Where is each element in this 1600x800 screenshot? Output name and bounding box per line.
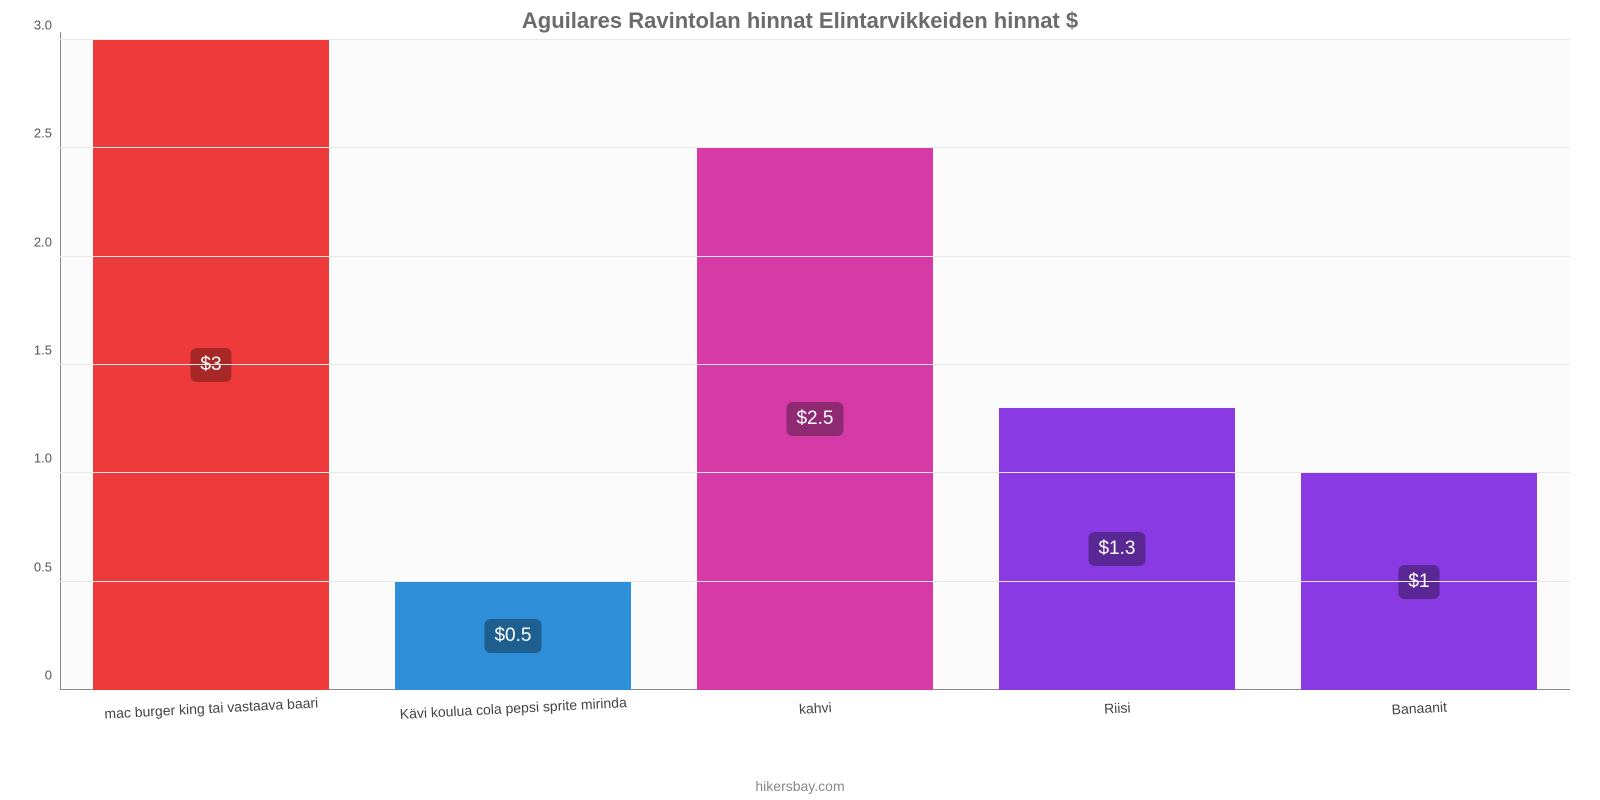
bar-chart: Aguilares Ravintolan hinnat Elintarvikke… bbox=[0, 0, 1600, 800]
bar-value-label-wrap: $2.5 bbox=[786, 402, 843, 436]
grid-line bbox=[60, 256, 1570, 257]
attribution-text: hikersbay.com bbox=[0, 778, 1600, 794]
grid-line bbox=[60, 581, 1570, 582]
chart-title: Aguilares Ravintolan hinnat Elintarvikke… bbox=[0, 0, 1600, 34]
bar-value-label: $0.5 bbox=[484, 619, 541, 653]
plot-area: $3mac burger king tai vastaava baari $0.5… bbox=[60, 40, 1570, 690]
bar-slot: $1Banaanit bbox=[1301, 40, 1537, 690]
x-category-label: Riisi bbox=[1103, 689, 1131, 716]
bar-value-label: $2.5 bbox=[786, 402, 843, 436]
y-tick-label: 2.5 bbox=[34, 126, 60, 141]
bar-value-label: $1 bbox=[1398, 565, 1439, 599]
bar-slot: $2.5kahvi bbox=[697, 40, 933, 690]
bar-slot: $1.3Riisi bbox=[999, 40, 1235, 690]
y-tick-label: 1.0 bbox=[34, 451, 60, 466]
bar-value-label: $3 bbox=[190, 348, 231, 382]
bars-container: $3mac burger king tai vastaava baari $0.5… bbox=[60, 40, 1570, 690]
bar-value-label-wrap: $0.5 bbox=[484, 619, 541, 653]
bar-slot: $0.5Kävi koulua cola pepsi sprite mirind… bbox=[395, 40, 631, 690]
x-category-label: Banaanit bbox=[1391, 689, 1448, 718]
grid-line bbox=[60, 472, 1570, 473]
y-tick-label: 2.0 bbox=[34, 234, 60, 249]
x-category-label: kahvi bbox=[798, 689, 832, 717]
grid-line bbox=[60, 147, 1570, 148]
bar-value-label-wrap: $1 bbox=[1398, 565, 1439, 599]
bar-value-label-wrap: $1.3 bbox=[1088, 532, 1145, 566]
y-tick-label: 3.0 bbox=[34, 18, 60, 33]
bar-value-label-wrap: $3 bbox=[190, 348, 231, 382]
y-tick-label: 1.5 bbox=[34, 343, 60, 358]
bar-value-label: $1.3 bbox=[1088, 532, 1145, 566]
grid-line bbox=[60, 364, 1570, 365]
y-tick-label: 0.5 bbox=[34, 559, 60, 574]
grid-line bbox=[60, 39, 1570, 40]
bar-slot: $3mac burger king tai vastaava baari bbox=[93, 40, 329, 690]
y-tick-label: 0 bbox=[45, 668, 60, 683]
